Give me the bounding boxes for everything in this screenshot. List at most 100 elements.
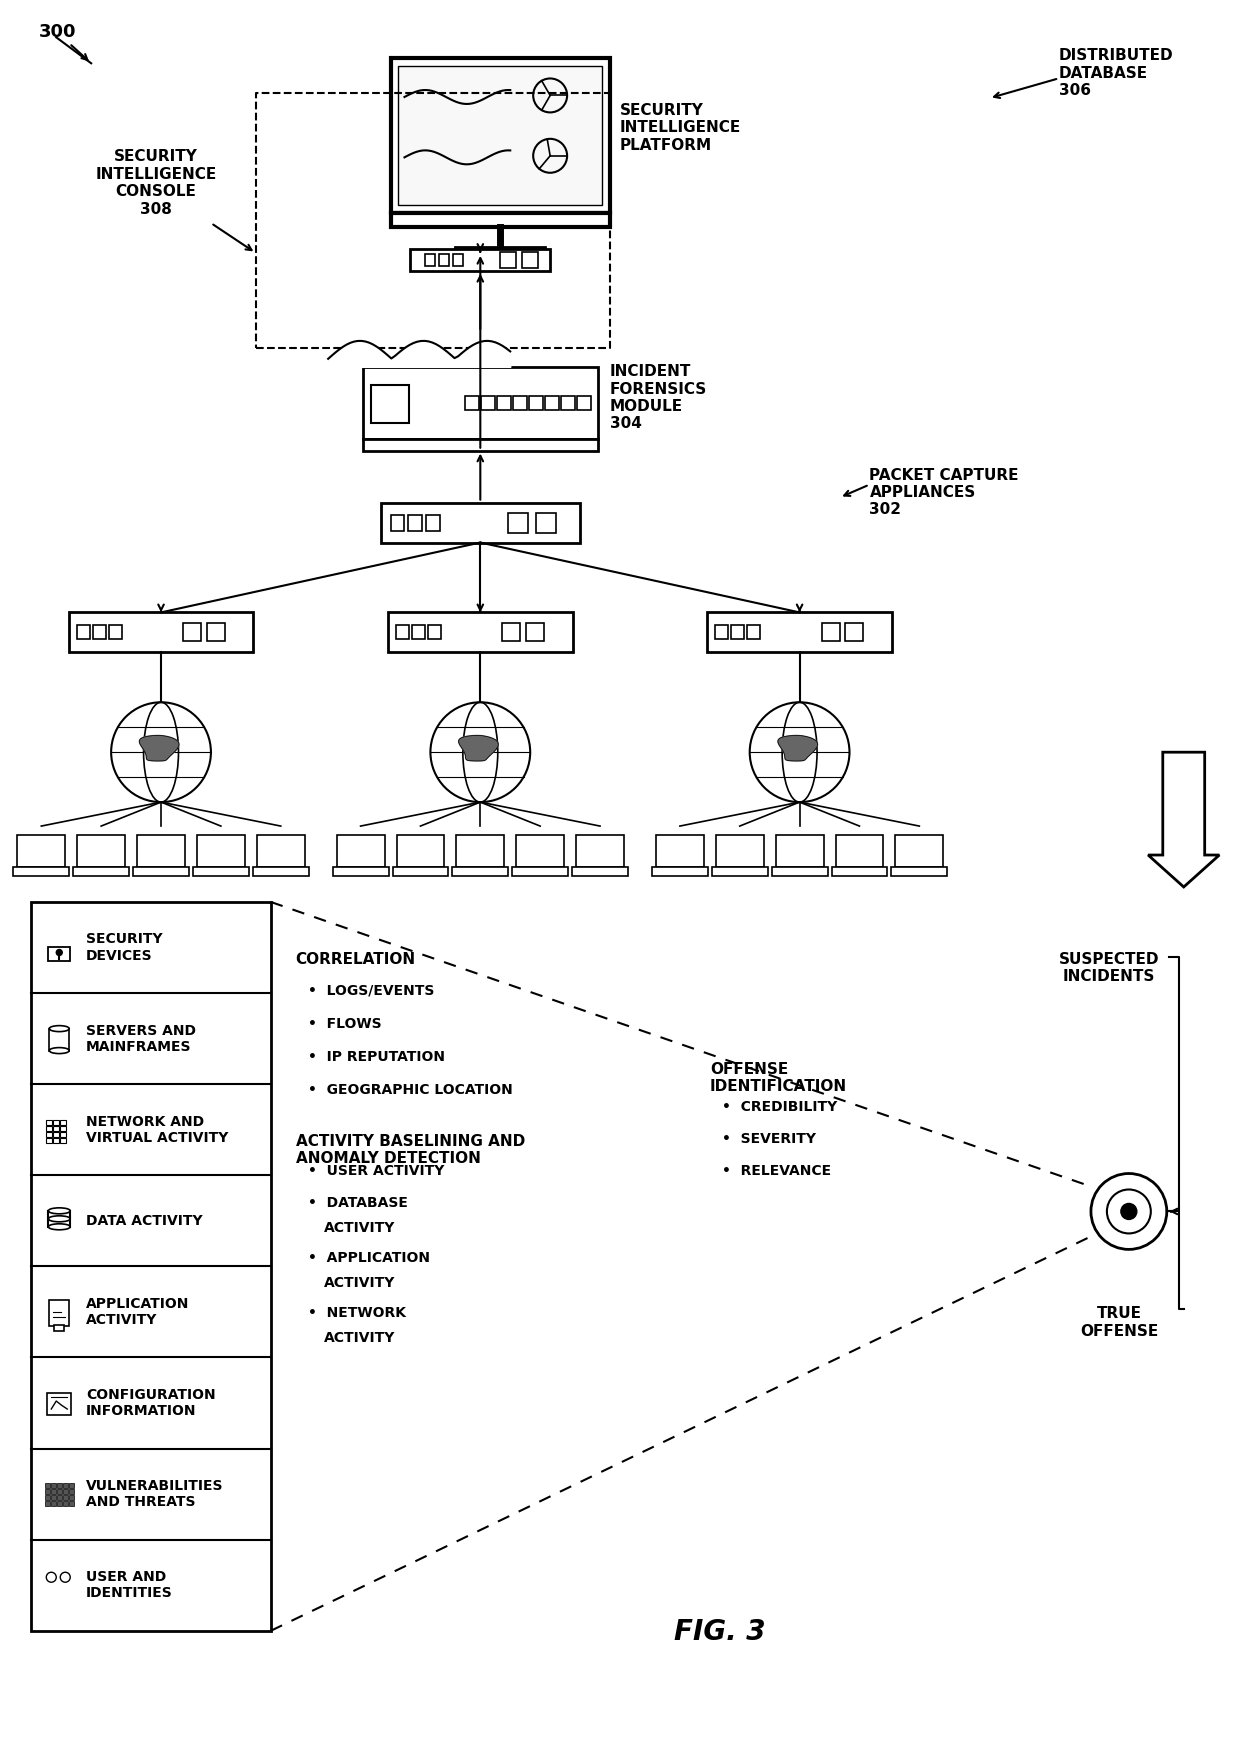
Text: USER AND
IDENTITIES: USER AND IDENTITIES — [87, 1570, 172, 1601]
Bar — [516, 834, 564, 868]
Bar — [55, 1326, 64, 1331]
Bar — [481, 395, 495, 409]
Bar — [577, 395, 591, 409]
Bar — [61, 1120, 66, 1125]
Bar — [47, 1394, 71, 1415]
Bar — [253, 868, 309, 876]
Bar — [46, 1125, 52, 1131]
Bar — [652, 868, 708, 876]
Bar — [536, 512, 557, 533]
Text: •  APPLICATION: • APPLICATION — [308, 1251, 430, 1265]
Bar — [732, 625, 744, 639]
Bar — [388, 613, 573, 652]
Text: TRUE
OFFENSE: TRUE OFFENSE — [1080, 1306, 1158, 1338]
Bar — [522, 253, 538, 268]
Bar — [771, 868, 827, 876]
Text: •  SEVERITY: • SEVERITY — [722, 1132, 816, 1146]
Text: 300: 300 — [40, 23, 77, 42]
Bar — [410, 249, 551, 272]
Bar — [57, 1495, 62, 1500]
Polygon shape — [777, 735, 817, 761]
Bar — [391, 514, 404, 531]
Bar — [508, 512, 528, 533]
Bar — [456, 834, 505, 868]
Bar — [497, 395, 511, 409]
Bar — [53, 1125, 60, 1131]
Bar — [133, 868, 188, 876]
Text: •  CREDIBILITY: • CREDIBILITY — [722, 1099, 837, 1113]
Text: ACTIVITY: ACTIVITY — [324, 1277, 396, 1291]
Text: CONFIGURATION
INFORMATION: CONFIGURATION INFORMATION — [87, 1388, 216, 1418]
Bar — [57, 1489, 62, 1495]
Bar — [73, 868, 129, 876]
Circle shape — [56, 949, 62, 956]
Bar — [895, 834, 944, 868]
Circle shape — [61, 1573, 71, 1582]
Bar — [529, 395, 543, 409]
Text: •  GEOGRAPHIC LOCATION: • GEOGRAPHIC LOCATION — [308, 1084, 512, 1097]
Circle shape — [430, 702, 531, 801]
Bar — [17, 834, 66, 868]
Bar — [656, 834, 704, 868]
Bar — [412, 625, 425, 639]
Text: ACTIVITY BASELINING AND
ANOMALY DETECTION: ACTIVITY BASELINING AND ANOMALY DETECTIO… — [295, 1134, 525, 1165]
Bar — [69, 1489, 74, 1495]
Bar — [77, 834, 125, 868]
Bar — [391, 57, 610, 213]
Text: APPLICATION
ACTIVITY: APPLICATION ACTIVITY — [87, 1296, 190, 1327]
Text: •  NETWORK: • NETWORK — [308, 1306, 405, 1320]
Circle shape — [112, 702, 211, 801]
Bar — [453, 868, 508, 876]
Bar — [371, 385, 409, 423]
Bar — [396, 625, 409, 639]
Bar — [46, 1138, 52, 1143]
Ellipse shape — [50, 1026, 69, 1031]
Bar — [69, 1502, 74, 1507]
Text: SECURITY
INTELLIGENCE
CONSOLE
308: SECURITY INTELLIGENCE CONSOLE 308 — [95, 150, 217, 216]
Bar — [512, 868, 568, 876]
Bar — [425, 254, 435, 267]
Bar — [562, 395, 575, 409]
Text: DISTRIBUTED
DATABASE
306: DISTRIBUTED DATABASE 306 — [1059, 49, 1173, 98]
Bar — [51, 1495, 56, 1500]
Bar — [63, 1495, 68, 1500]
Circle shape — [46, 1573, 56, 1582]
Bar — [381, 503, 580, 542]
Bar — [577, 834, 624, 868]
Bar — [138, 834, 185, 868]
Bar — [46, 1502, 51, 1507]
Bar — [63, 1482, 68, 1488]
Bar — [46, 1120, 52, 1125]
Text: SECURITY
DEVICES: SECURITY DEVICES — [87, 932, 162, 963]
Bar — [572, 868, 627, 876]
Polygon shape — [139, 735, 179, 761]
Bar — [822, 624, 839, 641]
Polygon shape — [1148, 753, 1219, 887]
Bar — [712, 868, 768, 876]
Bar — [397, 834, 444, 868]
Bar — [207, 624, 224, 641]
Bar — [257, 834, 305, 868]
Bar — [776, 834, 823, 868]
Bar — [408, 514, 423, 531]
Text: ACTIVITY: ACTIVITY — [324, 1221, 396, 1235]
Bar — [57, 1482, 62, 1488]
Bar — [398, 66, 603, 206]
Bar — [513, 395, 527, 409]
Text: DATA ACTIVITY: DATA ACTIVITY — [87, 1214, 203, 1228]
Text: NETWORK AND
VIRTUAL ACTIVITY: NETWORK AND VIRTUAL ACTIVITY — [87, 1115, 228, 1144]
Bar — [31, 902, 270, 1631]
Bar — [336, 834, 384, 868]
Ellipse shape — [48, 1216, 71, 1221]
Bar — [363, 368, 598, 439]
Bar — [184, 624, 201, 641]
Polygon shape — [459, 735, 498, 761]
Bar — [393, 868, 449, 876]
Bar — [63, 1502, 68, 1507]
Bar — [61, 1138, 66, 1143]
Text: •  LOGS/EVENTS: • LOGS/EVENTS — [308, 984, 434, 998]
Bar — [69, 1482, 74, 1488]
Bar — [46, 1489, 51, 1495]
Ellipse shape — [48, 1225, 71, 1230]
Bar — [57, 1502, 62, 1507]
